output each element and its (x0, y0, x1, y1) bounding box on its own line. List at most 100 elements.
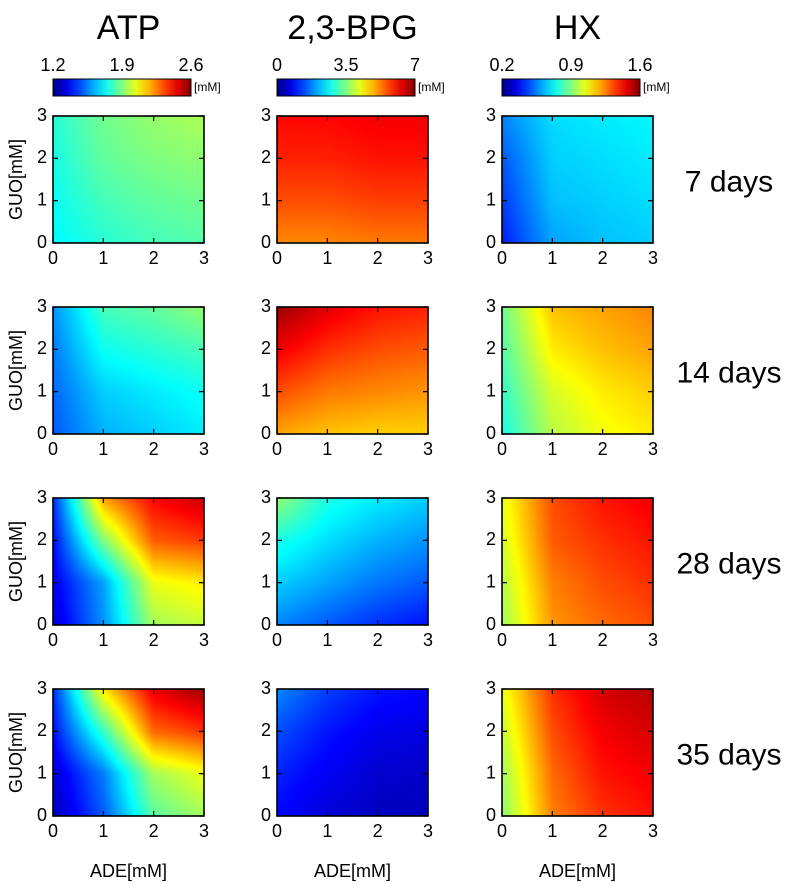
x-tick-label: 0 (497, 439, 507, 459)
y-axis-label: GUO[mM] (6, 139, 26, 220)
x-tick-label: 0 (48, 439, 58, 459)
y-tick-label: 2 (486, 720, 496, 740)
heatmap-panel (277, 307, 428, 434)
panel-frame (276, 115, 429, 244)
x-tick-label: 1 (547, 821, 557, 841)
heatmap-panel (277, 498, 428, 625)
x-tick-label: 1 (547, 248, 557, 268)
heatmap-panel (53, 498, 204, 625)
y-tick-label: 0 (37, 805, 47, 825)
y-tick-label: 2 (37, 529, 47, 549)
x-tick-label: 3 (199, 821, 209, 841)
y-tick-label: 3 (37, 296, 47, 316)
x-tick-label: 1 (98, 248, 108, 268)
x-tick-label: 0 (48, 248, 58, 268)
colorbar-tick-label: 7 (410, 55, 420, 75)
x-tick-label: 3 (423, 821, 433, 841)
y-tick-label: 1 (261, 571, 271, 591)
x-tick-label: 1 (98, 439, 108, 459)
x-tick-label: 3 (199, 248, 209, 268)
colorbar-tick-label: 2.6 (178, 55, 203, 75)
x-tick-label: 1 (98, 630, 108, 650)
x-tick-label: 3 (648, 630, 658, 650)
y-tick-label: 1 (37, 189, 47, 209)
x-tick-label: 1 (322, 248, 332, 268)
y-tick-label: 0 (261, 805, 271, 825)
y-tick-label: 2 (486, 529, 496, 549)
x-tick-label: 2 (373, 439, 383, 459)
y-tick-label: 0 (486, 614, 496, 634)
x-tick-label: 1 (547, 439, 557, 459)
y-tick-label: 0 (37, 614, 47, 634)
y-tick-label: 2 (261, 147, 271, 167)
colorbar-tick-label: 3.5 (333, 55, 358, 75)
panel-frame (276, 688, 429, 817)
column-title: HX (554, 9, 601, 47)
x-tick-label: 1 (322, 821, 332, 841)
y-tick-label: 3 (486, 105, 496, 125)
x-tick-label: 2 (373, 630, 383, 650)
y-tick-label: 1 (486, 189, 496, 209)
column-title: 2,3-BPG (287, 9, 417, 47)
x-tick-label: 3 (648, 821, 658, 841)
y-tick-label: 0 (261, 423, 271, 443)
x-tick-label: 0 (272, 439, 282, 459)
x-tick-label: 0 (48, 630, 58, 650)
heatmap-panel (502, 116, 653, 243)
y-axis-label: GUO[mM] (6, 712, 26, 793)
colorbar-tick-label: 0 (272, 55, 282, 75)
x-tick-label: 2 (598, 630, 608, 650)
heatmap-panel (502, 307, 653, 434)
x-tick-label: 0 (272, 630, 282, 650)
heatmap-panel (502, 498, 653, 625)
y-tick-label: 3 (37, 678, 47, 698)
y-tick-label: 1 (37, 762, 47, 782)
colorbar (52, 78, 192, 97)
y-tick-label: 1 (261, 189, 271, 209)
y-tick-label: 0 (37, 232, 47, 252)
panel-frame (52, 306, 205, 435)
y-tick-label: 0 (261, 614, 271, 634)
heatmap-panel (53, 116, 204, 243)
y-tick-label: 3 (37, 105, 47, 125)
x-tick-label: 3 (199, 630, 209, 650)
heatmap-panel (277, 689, 428, 816)
colorbar-tick-label: 0.9 (558, 55, 583, 75)
y-tick-label: 0 (261, 232, 271, 252)
colorbar-tick-label: 1.9 (109, 55, 134, 75)
x-tick-label: 2 (149, 630, 159, 650)
x-tick-label: 3 (199, 439, 209, 459)
heatmap-panel (502, 689, 653, 816)
row-label: 35 days (676, 739, 781, 772)
x-tick-label: 0 (272, 248, 282, 268)
y-tick-label: 2 (37, 720, 47, 740)
x-tick-label: 2 (598, 248, 608, 268)
heatmap-panel (53, 689, 204, 816)
x-tick-label: 1 (322, 439, 332, 459)
x-tick-label: 3 (423, 439, 433, 459)
panel-frame (501, 497, 654, 626)
x-tick-label: 2 (149, 248, 159, 268)
colorbar (276, 78, 416, 97)
x-axis-label: ADE[mM] (539, 861, 616, 881)
heatmap-panel (53, 307, 204, 434)
y-tick-label: 2 (486, 147, 496, 167)
y-tick-label: 3 (486, 487, 496, 507)
y-tick-label: 1 (486, 380, 496, 400)
panel-frame (276, 306, 429, 435)
colorbar-unit: [mM] (643, 80, 670, 94)
x-tick-label: 0 (497, 630, 507, 650)
y-tick-label: 3 (261, 105, 271, 125)
row-label: 14 days (676, 357, 781, 390)
colorbar-tick-label: 1.2 (40, 55, 65, 75)
y-tick-label: 2 (37, 338, 47, 358)
panel-frame (501, 115, 654, 244)
y-tick-label: 1 (261, 380, 271, 400)
x-tick-label: 2 (598, 439, 608, 459)
x-tick-label: 0 (497, 248, 507, 268)
colorbar-tick-label: 1.6 (627, 55, 652, 75)
colorbar (501, 78, 641, 97)
y-axis-label: GUO[mM] (6, 330, 26, 411)
y-tick-label: 2 (261, 720, 271, 740)
